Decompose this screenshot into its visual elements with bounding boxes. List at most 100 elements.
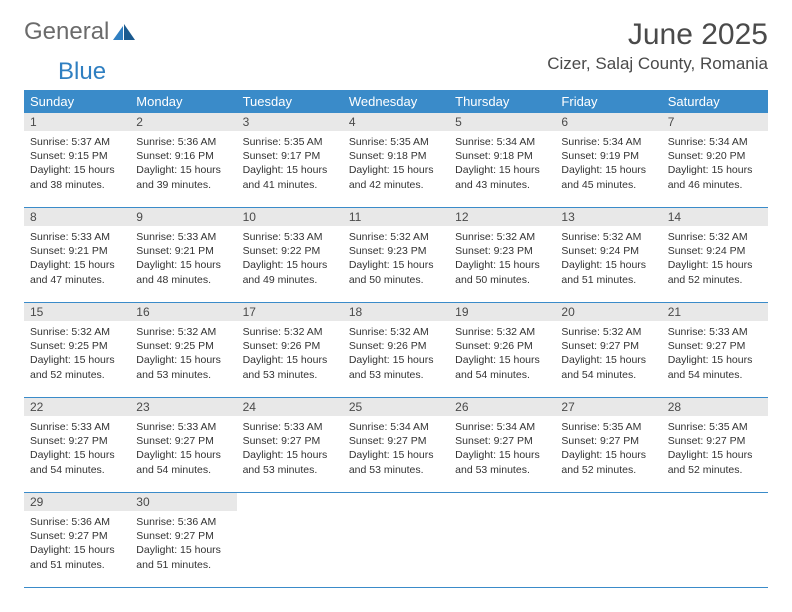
day-number: 4 — [343, 113, 449, 131]
logo: General — [24, 18, 137, 46]
day-cell: Sunrise: 5:35 AMSunset: 9:27 PMDaylight:… — [662, 416, 768, 492]
day-info: Sunrise: 5:35 AMSunset: 9:27 PMDaylight:… — [668, 418, 762, 477]
day-number: 14 — [662, 208, 768, 226]
day-info: Sunrise: 5:32 AMSunset: 9:23 PMDaylight:… — [455, 228, 549, 287]
day-info: Sunrise: 5:35 AMSunset: 9:27 PMDaylight:… — [561, 418, 655, 477]
logo-triangle-icon — [113, 24, 135, 40]
day-number: 17 — [237, 303, 343, 321]
day-number: 3 — [237, 113, 343, 131]
day-number-row: 891011121314 — [24, 208, 768, 226]
day-number-row: 1234567 — [24, 113, 768, 131]
weekday-header: Saturday — [662, 90, 768, 113]
logo-word-1: General — [24, 18, 109, 46]
day-info: Sunrise: 5:33 AMSunset: 9:27 PMDaylight:… — [136, 418, 230, 477]
day-info: Sunrise: 5:33 AMSunset: 9:21 PMDaylight:… — [136, 228, 230, 287]
day-number — [662, 493, 768, 511]
day-cell: Sunrise: 5:32 AMSunset: 9:25 PMDaylight:… — [24, 321, 130, 397]
day-info: Sunrise: 5:32 AMSunset: 9:26 PMDaylight:… — [243, 323, 337, 382]
day-cell: Sunrise: 5:36 AMSunset: 9:27 PMDaylight:… — [130, 511, 236, 587]
day-cell: Sunrise: 5:33 AMSunset: 9:22 PMDaylight:… — [237, 226, 343, 302]
day-info: Sunrise: 5:33 AMSunset: 9:27 PMDaylight:… — [243, 418, 337, 477]
day-info: Sunrise: 5:32 AMSunset: 9:24 PMDaylight:… — [561, 228, 655, 287]
weekday-header: Monday — [130, 90, 236, 113]
weekday-header-row: SundayMondayTuesdayWednesdayThursdayFrid… — [24, 90, 768, 113]
day-number-row: 15161718192021 — [24, 303, 768, 321]
day-number: 25 — [343, 398, 449, 416]
day-cell: Sunrise: 5:35 AMSunset: 9:27 PMDaylight:… — [555, 416, 661, 492]
day-number: 6 — [555, 113, 661, 131]
week-row: Sunrise: 5:33 AMSunset: 9:21 PMDaylight:… — [24, 226, 768, 303]
day-cell: Sunrise: 5:34 AMSunset: 9:18 PMDaylight:… — [449, 131, 555, 207]
day-cell: Sunrise: 5:33 AMSunset: 9:27 PMDaylight:… — [24, 416, 130, 492]
day-number: 23 — [130, 398, 236, 416]
day-cell: Sunrise: 5:32 AMSunset: 9:24 PMDaylight:… — [555, 226, 661, 302]
day-cell — [662, 511, 768, 587]
day-number: 30 — [130, 493, 236, 511]
day-info: Sunrise: 5:36 AMSunset: 9:27 PMDaylight:… — [136, 513, 230, 572]
day-cell: Sunrise: 5:33 AMSunset: 9:27 PMDaylight:… — [130, 416, 236, 492]
day-number — [555, 493, 661, 511]
day-info: Sunrise: 5:36 AMSunset: 9:27 PMDaylight:… — [30, 513, 124, 572]
day-number: 16 — [130, 303, 236, 321]
day-number: 18 — [343, 303, 449, 321]
day-cell: Sunrise: 5:33 AMSunset: 9:21 PMDaylight:… — [24, 226, 130, 302]
day-number: 21 — [662, 303, 768, 321]
day-info: Sunrise: 5:37 AMSunset: 9:15 PMDaylight:… — [30, 133, 124, 192]
day-info: Sunrise: 5:34 AMSunset: 9:18 PMDaylight:… — [455, 133, 549, 192]
day-cell: Sunrise: 5:32 AMSunset: 9:23 PMDaylight:… — [343, 226, 449, 302]
day-cell: Sunrise: 5:32 AMSunset: 9:26 PMDaylight:… — [343, 321, 449, 397]
day-number: 26 — [449, 398, 555, 416]
day-cell: Sunrise: 5:32 AMSunset: 9:23 PMDaylight:… — [449, 226, 555, 302]
day-info: Sunrise: 5:33 AMSunset: 9:27 PMDaylight:… — [668, 323, 762, 382]
day-info: Sunrise: 5:32 AMSunset: 9:26 PMDaylight:… — [349, 323, 443, 382]
day-number-row: 22232425262728 — [24, 398, 768, 416]
day-cell: Sunrise: 5:36 AMSunset: 9:27 PMDaylight:… — [24, 511, 130, 587]
day-number — [237, 493, 343, 511]
day-number: 8 — [24, 208, 130, 226]
day-info: Sunrise: 5:33 AMSunset: 9:22 PMDaylight:… — [243, 228, 337, 287]
day-cell: Sunrise: 5:33 AMSunset: 9:27 PMDaylight:… — [237, 416, 343, 492]
day-info: Sunrise: 5:32 AMSunset: 9:25 PMDaylight:… — [30, 323, 124, 382]
day-cell — [555, 511, 661, 587]
day-info: Sunrise: 5:34 AMSunset: 9:20 PMDaylight:… — [668, 133, 762, 192]
day-number — [343, 493, 449, 511]
day-cell: Sunrise: 5:32 AMSunset: 9:24 PMDaylight:… — [662, 226, 768, 302]
day-info: Sunrise: 5:32 AMSunset: 9:24 PMDaylight:… — [668, 228, 762, 287]
day-info: Sunrise: 5:35 AMSunset: 9:17 PMDaylight:… — [243, 133, 337, 192]
day-cell: Sunrise: 5:37 AMSunset: 9:15 PMDaylight:… — [24, 131, 130, 207]
weekday-header: Wednesday — [343, 90, 449, 113]
day-cell: Sunrise: 5:36 AMSunset: 9:16 PMDaylight:… — [130, 131, 236, 207]
week-row: Sunrise: 5:37 AMSunset: 9:15 PMDaylight:… — [24, 131, 768, 208]
day-cell: Sunrise: 5:35 AMSunset: 9:17 PMDaylight:… — [237, 131, 343, 207]
day-number: 7 — [662, 113, 768, 131]
day-number: 11 — [343, 208, 449, 226]
day-number: 10 — [237, 208, 343, 226]
week-row: Sunrise: 5:36 AMSunset: 9:27 PMDaylight:… — [24, 511, 768, 588]
day-cell: Sunrise: 5:34 AMSunset: 9:20 PMDaylight:… — [662, 131, 768, 207]
day-cell: Sunrise: 5:35 AMSunset: 9:18 PMDaylight:… — [343, 131, 449, 207]
weeks-container: 1234567Sunrise: 5:37 AMSunset: 9:15 PMDa… — [24, 113, 768, 588]
day-number: 12 — [449, 208, 555, 226]
day-number: 19 — [449, 303, 555, 321]
day-info: Sunrise: 5:34 AMSunset: 9:27 PMDaylight:… — [455, 418, 549, 477]
day-cell: Sunrise: 5:33 AMSunset: 9:21 PMDaylight:… — [130, 226, 236, 302]
day-number — [449, 493, 555, 511]
day-number: 20 — [555, 303, 661, 321]
day-number: 5 — [449, 113, 555, 131]
day-cell — [237, 511, 343, 587]
month-title: June 2025 — [547, 18, 768, 52]
day-info: Sunrise: 5:33 AMSunset: 9:27 PMDaylight:… — [30, 418, 124, 477]
day-number: 15 — [24, 303, 130, 321]
day-number: 29 — [24, 493, 130, 511]
day-number: 24 — [237, 398, 343, 416]
weekday-header: Thursday — [449, 90, 555, 113]
day-cell: Sunrise: 5:32 AMSunset: 9:26 PMDaylight:… — [237, 321, 343, 397]
logo-word-2: Blue — [58, 58, 792, 86]
day-cell: Sunrise: 5:33 AMSunset: 9:27 PMDaylight:… — [662, 321, 768, 397]
day-cell: Sunrise: 5:32 AMSunset: 9:25 PMDaylight:… — [130, 321, 236, 397]
day-cell — [343, 511, 449, 587]
day-number-row: 2930 — [24, 493, 768, 511]
day-number: 1 — [24, 113, 130, 131]
weekday-header: Sunday — [24, 90, 130, 113]
weekday-header: Friday — [555, 90, 661, 113]
